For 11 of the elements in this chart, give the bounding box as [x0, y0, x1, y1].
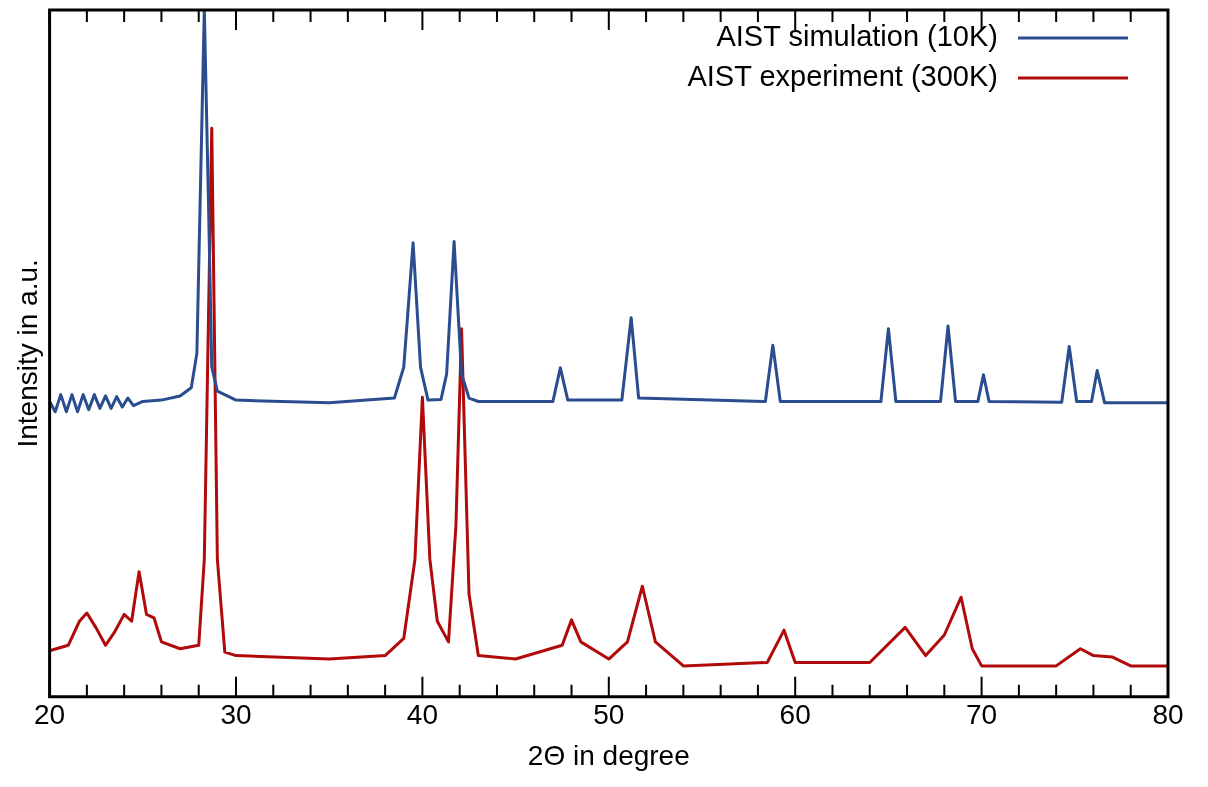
y-axis-title: Intensity in a.u.: [11, 259, 43, 448]
legend-label: AIST simulation (10K): [716, 20, 998, 52]
x-tick-label: 70: [966, 699, 998, 731]
legend-label: AIST experiment (300K): [687, 60, 998, 92]
x-axis-title: 2Θ in degree: [527, 739, 690, 771]
x-tick-label: 50: [593, 699, 625, 731]
x-tick-label: 20: [34, 699, 66, 731]
x-tick-label: 30: [220, 699, 252, 731]
x-tick-label: 60: [779, 699, 811, 731]
x-tick-label: 40: [406, 699, 438, 731]
x-tick-label: 80: [1152, 699, 1184, 731]
